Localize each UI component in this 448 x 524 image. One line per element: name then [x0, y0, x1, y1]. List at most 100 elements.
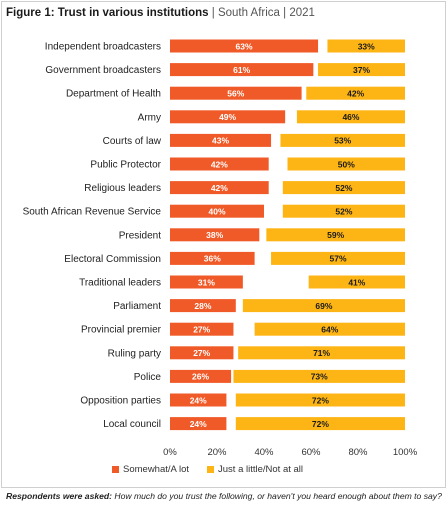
category-label: Courts of law	[103, 136, 162, 147]
data-label-just-a-little-not-at-all: 37%	[353, 65, 370, 75]
bar-just-a-little-not-at-all	[282, 181, 405, 195]
figure-title-context: | South Africa | 2021	[208, 7, 315, 19]
bar-somewhat-a-lot	[170, 393, 227, 407]
figure-title: Figure 1: Trust in various institutions …	[6, 7, 315, 19]
data-label-somewhat-a-lot: 40%	[208, 207, 225, 217]
x-tick-label: 100%	[393, 447, 418, 458]
legend-swatch-series-1	[207, 466, 215, 473]
data-label-just-a-little-not-at-all: 52%	[335, 183, 352, 193]
data-label-just-a-little-not-at-all: 53%	[334, 136, 351, 146]
data-label-somewhat-a-lot: 24%	[190, 395, 207, 405]
bar-somewhat-a-lot	[170, 299, 236, 313]
data-label-just-a-little-not-at-all: 42%	[347, 89, 364, 99]
bar-somewhat-a-lot	[170, 251, 255, 265]
bar-just-a-little-not-at-all	[282, 204, 405, 218]
bar-somewhat-a-lot	[170, 86, 302, 100]
category-label: Opposition parties	[80, 396, 161, 407]
x-tick-label: 0%	[163, 447, 177, 458]
data-label-somewhat-a-lot: 61%	[233, 65, 250, 75]
footnote-question: How much do you trust the following, or …	[112, 491, 442, 501]
data-label-somewhat-a-lot: 36%	[204, 254, 221, 264]
data-label-just-a-little-not-at-all: 72%	[312, 395, 329, 405]
bar-just-a-little-not-at-all	[235, 393, 405, 407]
bar-just-a-little-not-at-all	[287, 157, 405, 171]
bar-somewhat-a-lot	[170, 346, 234, 360]
category-label: Government broadcasters	[45, 65, 161, 76]
figure-title-main: Figure 1: Trust in various institutions	[6, 7, 209, 19]
chart-legend: Somewhat/A lot Just a little/Not at all	[112, 464, 303, 475]
data-label-somewhat-a-lot: 63%	[236, 41, 253, 51]
data-label-somewhat-a-lot: 27%	[193, 348, 210, 358]
bar-just-a-little-not-at-all	[296, 110, 405, 124]
data-label-just-a-little-not-at-all: 46%	[342, 112, 359, 122]
x-tick-label: 60%	[301, 447, 321, 458]
category-label: President	[119, 230, 161, 241]
x-tick-label: 20%	[207, 447, 227, 458]
category-label: Department of Health	[66, 89, 161, 100]
data-label-just-a-little-not-at-all: 71%	[313, 348, 330, 358]
data-label-somewhat-a-lot: 27%	[193, 325, 210, 335]
bar-just-a-little-not-at-all	[271, 251, 405, 265]
category-label: Public Protector	[90, 160, 161, 171]
legend-label-series-0: Somewhat/A lot	[123, 464, 190, 475]
category-label: Provincial premier	[81, 325, 162, 336]
category-label: Police	[134, 372, 162, 383]
category-label: Parliament	[113, 301, 161, 312]
bar-somewhat-a-lot	[170, 228, 260, 242]
category-label: Electoral Commission	[64, 254, 161, 265]
bar-just-a-little-not-at-all	[242, 299, 405, 313]
bar-somewhat-a-lot	[170, 204, 264, 218]
category-label: Religious leaders	[84, 183, 161, 194]
bar-somewhat-a-lot	[170, 275, 243, 289]
bar-somewhat-a-lot	[170, 369, 232, 383]
data-label-just-a-little-not-at-all: 41%	[348, 277, 365, 287]
data-label-just-a-little-not-at-all: 64%	[321, 325, 338, 335]
bar-somewhat-a-lot	[170, 181, 269, 195]
legend-swatch-series-0	[112, 466, 119, 473]
footnote: Respondents were asked: How much do you …	[6, 491, 444, 502]
data-label-somewhat-a-lot: 42%	[211, 183, 228, 193]
bar-somewhat-a-lot	[170, 133, 272, 147]
category-label: Traditional leaders	[79, 278, 161, 289]
category-label: Ruling party	[108, 348, 161, 359]
bar-somewhat-a-lot	[170, 157, 269, 171]
data-label-just-a-little-not-at-all: 59%	[327, 230, 344, 240]
category-label: Army	[138, 112, 161, 123]
category-label: South African Revenue Service	[23, 207, 162, 218]
bar-just-a-little-not-at-all	[235, 417, 405, 431]
data-label-just-a-little-not-at-all: 69%	[315, 301, 332, 311]
bar-just-a-little-not-at-all	[254, 322, 405, 336]
data-label-just-a-little-not-at-all: 52%	[335, 207, 352, 217]
data-label-just-a-little-not-at-all: 57%	[330, 254, 347, 264]
bar-just-a-little-not-at-all	[306, 86, 405, 100]
data-label-somewhat-a-lot: 38%	[206, 230, 223, 240]
legend-label-series-1: Just a little/Not at all	[218, 464, 304, 475]
category-label: Independent broadcasters	[45, 42, 161, 53]
bar-just-a-little-not-at-all	[318, 63, 405, 77]
data-label-somewhat-a-lot: 49%	[219, 112, 236, 122]
data-label-just-a-little-not-at-all: 72%	[312, 419, 329, 429]
data-label-just-a-little-not-at-all: 73%	[311, 372, 328, 382]
bar-just-a-little-not-at-all	[280, 133, 405, 147]
bar-somewhat-a-lot	[170, 39, 319, 53]
bar-somewhat-a-lot	[170, 110, 286, 124]
bar-just-a-little-not-at-all	[266, 228, 405, 242]
data-label-somewhat-a-lot: 56%	[227, 89, 244, 99]
x-tick-label: 40%	[254, 447, 274, 458]
bar-just-a-little-not-at-all	[308, 275, 405, 289]
bar-somewhat-a-lot	[170, 322, 234, 336]
data-label-somewhat-a-lot: 26%	[192, 372, 209, 382]
category-label: Local council	[103, 419, 161, 430]
data-label-somewhat-a-lot: 28%	[194, 301, 211, 311]
data-label-just-a-little-not-at-all: 33%	[358, 41, 375, 51]
figure-frame	[1, 1, 446, 488]
bar-just-a-little-not-at-all	[238, 346, 405, 360]
bar-somewhat-a-lot	[170, 63, 314, 77]
data-label-somewhat-a-lot: 42%	[211, 159, 228, 169]
x-tick-label: 80%	[348, 447, 368, 458]
footnote-label: Respondents were asked:	[6, 491, 113, 501]
legend-item-series-1: Just a little/Not at all	[207, 464, 303, 475]
data-label-somewhat-a-lot: 24%	[190, 419, 207, 429]
data-label-somewhat-a-lot: 31%	[198, 277, 215, 287]
